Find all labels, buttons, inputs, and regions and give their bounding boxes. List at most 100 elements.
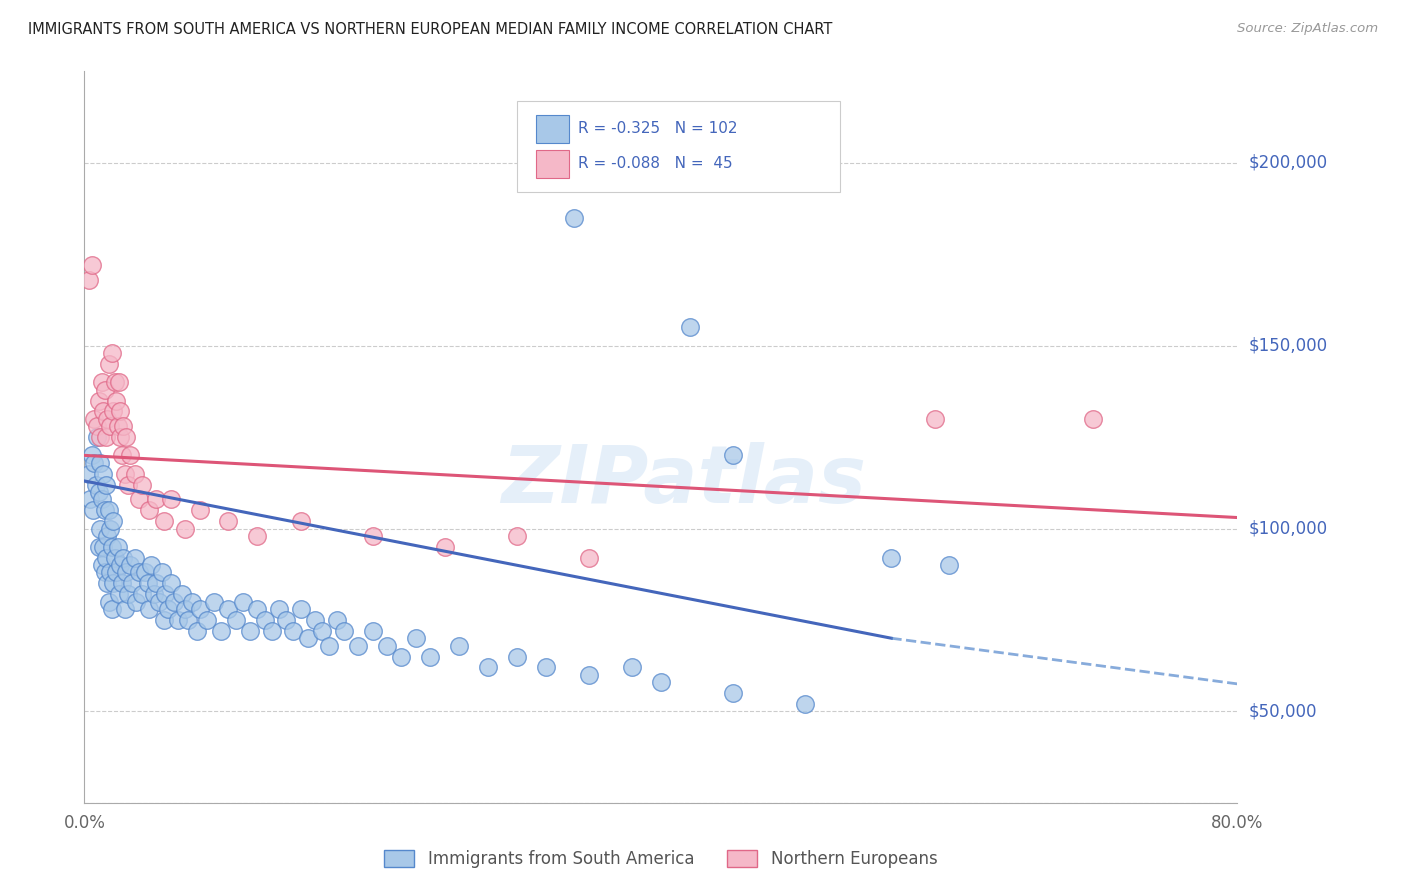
Point bbox=[160, 492, 183, 507]
Point bbox=[98, 419, 121, 434]
Point bbox=[131, 477, 153, 491]
Point bbox=[794, 697, 817, 711]
Point bbox=[174, 521, 197, 535]
Point bbox=[721, 448, 744, 462]
Point bbox=[506, 649, 529, 664]
Point bbox=[156, 602, 179, 616]
Point bbox=[93, 383, 115, 397]
Point bbox=[103, 404, 124, 418]
Point bbox=[120, 448, 142, 462]
Y-axis label: Median Family Income: Median Family Income bbox=[0, 344, 8, 530]
Point bbox=[87, 484, 110, 499]
Text: R = -0.325   N = 102: R = -0.325 N = 102 bbox=[578, 121, 737, 136]
Point bbox=[297, 632, 319, 646]
Point bbox=[1083, 411, 1105, 425]
Point bbox=[181, 594, 204, 608]
Point bbox=[131, 587, 153, 601]
Point bbox=[138, 503, 160, 517]
Point bbox=[578, 667, 600, 681]
FancyBboxPatch shape bbox=[536, 151, 568, 178]
Point bbox=[449, 639, 471, 653]
Point bbox=[128, 566, 150, 580]
Point bbox=[117, 587, 139, 601]
Point bbox=[419, 649, 441, 664]
Text: $100,000: $100,000 bbox=[1249, 519, 1327, 538]
Point bbox=[77, 467, 100, 481]
Point bbox=[225, 613, 247, 627]
Point bbox=[94, 477, 117, 491]
Point bbox=[145, 492, 167, 507]
Point bbox=[100, 540, 122, 554]
Point bbox=[89, 456, 111, 470]
Point bbox=[325, 613, 347, 627]
Point bbox=[90, 558, 112, 573]
Point bbox=[90, 375, 112, 389]
Point bbox=[87, 393, 110, 408]
Point bbox=[124, 550, 146, 565]
Point bbox=[138, 602, 160, 616]
Point bbox=[120, 558, 142, 573]
Point bbox=[111, 448, 134, 462]
Point bbox=[239, 624, 262, 638]
Point bbox=[477, 660, 499, 674]
Point bbox=[91, 467, 114, 481]
Point bbox=[218, 514, 240, 528]
Point bbox=[104, 375, 127, 389]
Point bbox=[253, 613, 276, 627]
Point bbox=[506, 529, 529, 543]
Point bbox=[311, 624, 333, 638]
Point bbox=[361, 529, 384, 543]
Point bbox=[650, 675, 672, 690]
Point bbox=[375, 639, 398, 653]
Point bbox=[107, 540, 129, 554]
Point bbox=[283, 624, 305, 638]
Point bbox=[564, 211, 586, 225]
Point bbox=[114, 467, 136, 481]
Point bbox=[98, 566, 121, 580]
Point bbox=[172, 587, 194, 601]
Point bbox=[103, 576, 124, 591]
Point bbox=[304, 613, 326, 627]
Point bbox=[94, 550, 117, 565]
Point bbox=[150, 566, 173, 580]
Point bbox=[534, 660, 557, 674]
Point bbox=[89, 521, 111, 535]
Point bbox=[142, 587, 165, 601]
Point bbox=[104, 550, 127, 565]
Point bbox=[97, 357, 120, 371]
Legend: Immigrants from South America, Northern Europeans: Immigrants from South America, Northern … bbox=[378, 844, 943, 875]
Point bbox=[93, 566, 115, 580]
Point bbox=[112, 550, 135, 565]
Point bbox=[97, 594, 120, 608]
Point bbox=[433, 540, 456, 554]
Point bbox=[96, 576, 118, 591]
Point bbox=[125, 594, 148, 608]
Point bbox=[94, 430, 117, 444]
Point bbox=[91, 540, 114, 554]
Point bbox=[152, 514, 174, 528]
Point bbox=[80, 258, 103, 272]
Text: ZIPatlas: ZIPatlas bbox=[502, 442, 866, 520]
FancyBboxPatch shape bbox=[536, 115, 568, 143]
Point bbox=[115, 430, 138, 444]
Point bbox=[87, 540, 110, 554]
Point bbox=[108, 587, 131, 601]
Point bbox=[145, 576, 167, 591]
Point bbox=[136, 576, 159, 591]
Point bbox=[218, 602, 240, 616]
Point bbox=[83, 456, 105, 470]
Point bbox=[318, 639, 340, 653]
Point bbox=[621, 660, 644, 674]
Point bbox=[107, 419, 129, 434]
Point bbox=[80, 448, 103, 462]
Point bbox=[90, 492, 112, 507]
Point bbox=[112, 419, 135, 434]
Point bbox=[77, 273, 100, 287]
Point bbox=[880, 550, 903, 565]
Point bbox=[121, 576, 143, 591]
Point bbox=[100, 346, 122, 360]
Point bbox=[91, 404, 114, 418]
Point bbox=[100, 602, 122, 616]
Point bbox=[114, 602, 136, 616]
Point bbox=[188, 503, 211, 517]
